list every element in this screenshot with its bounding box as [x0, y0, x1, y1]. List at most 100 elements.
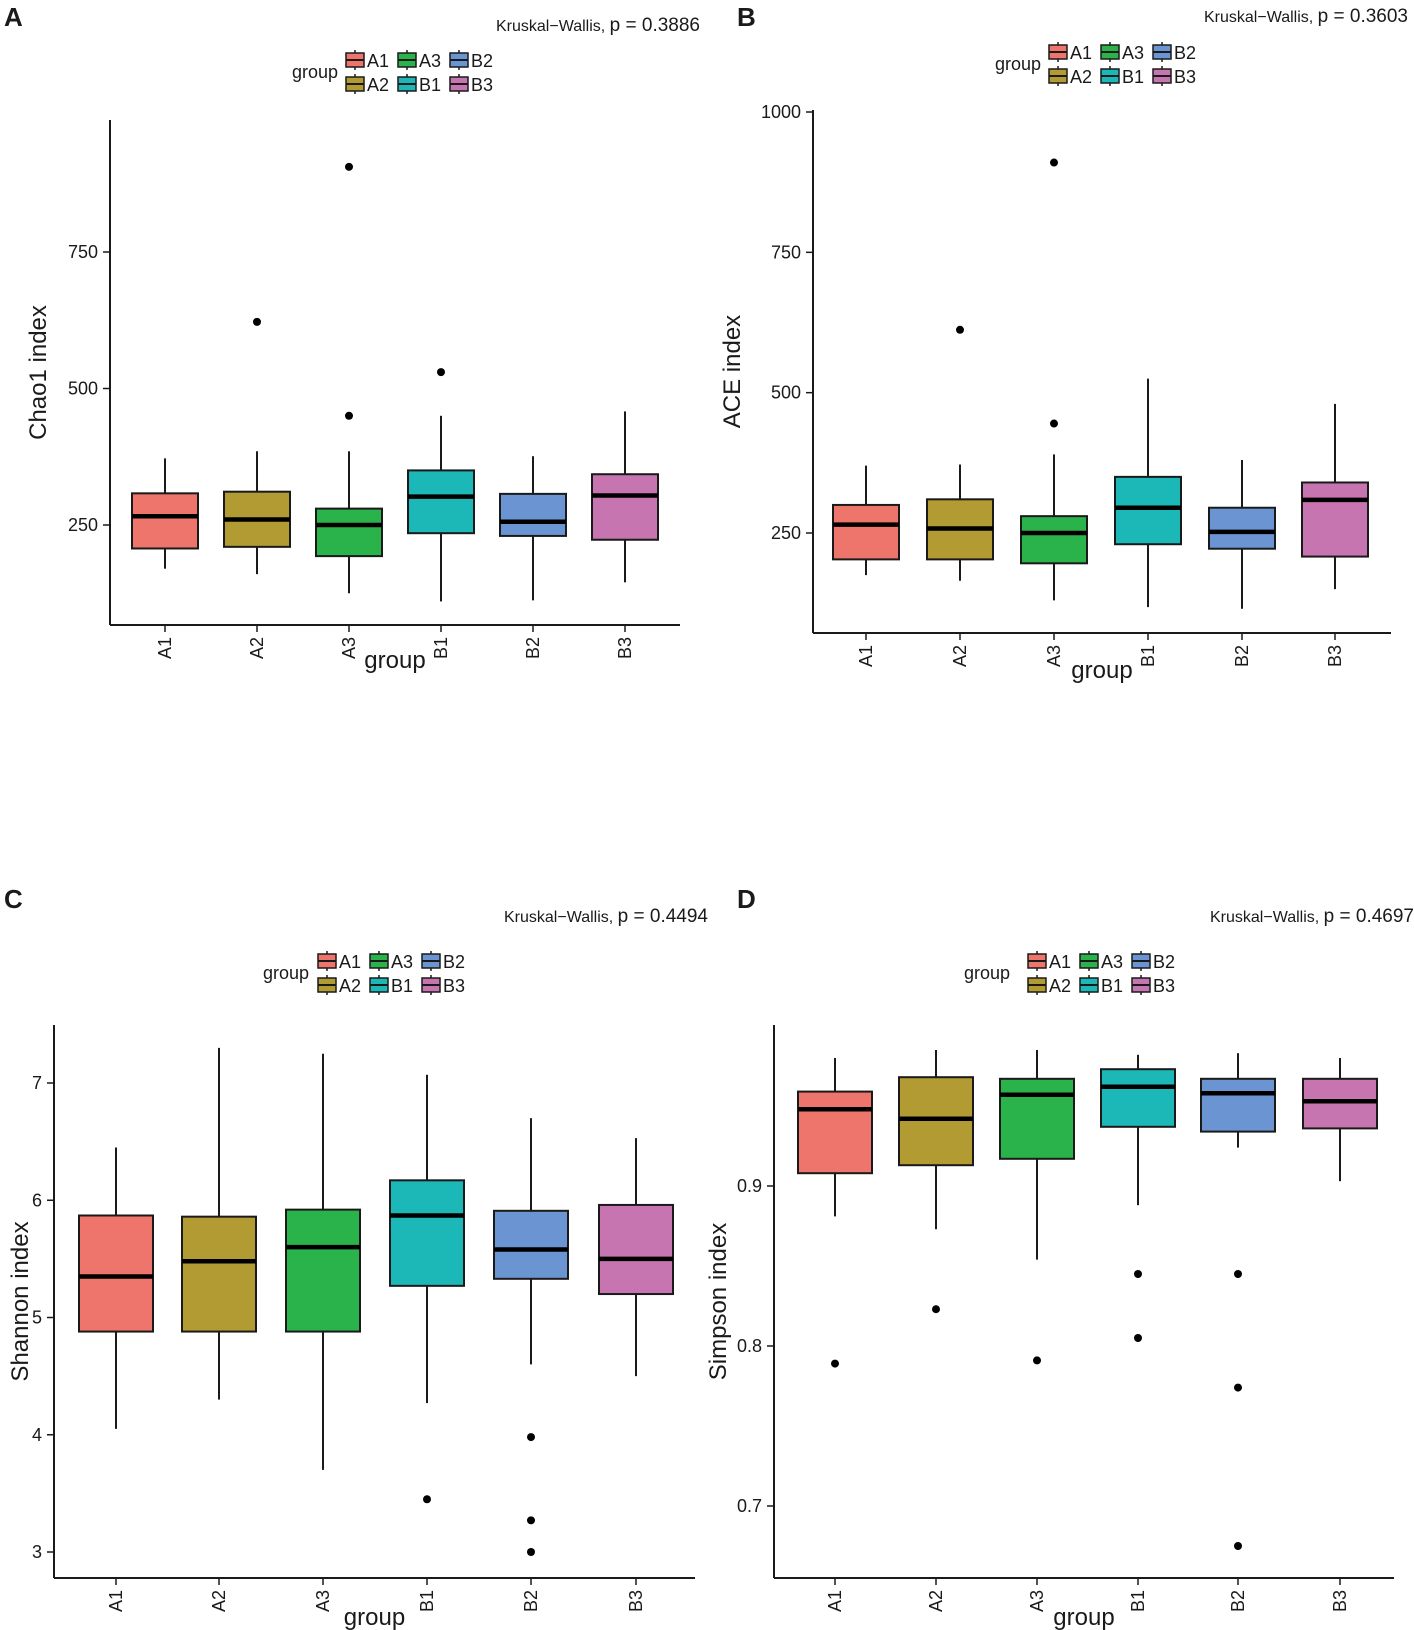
legend-label-a1: A1	[1070, 43, 1092, 63]
legend-label-a2: A2	[367, 75, 389, 95]
box-b1	[1100, 1068, 1176, 1128]
x-tick-label-b3: B3	[626, 1590, 646, 1612]
panel-d-x-axis-title: group	[1053, 1604, 1114, 1630]
legend-label-b3: B3	[1174, 67, 1196, 87]
x-tick-label-a2: A2	[247, 637, 267, 659]
box-a1	[78, 1214, 154, 1333]
legend-label-b2: B2	[1153, 952, 1175, 972]
p-value: p = 0.4494	[618, 906, 709, 927]
outlier-point-a3	[1050, 158, 1058, 167]
stat-test-label: Kruskal−Wallis,	[496, 18, 610, 35]
y-tick-label: 750	[68, 242, 98, 262]
x-tick-label-a1: A1	[825, 1590, 845, 1612]
y-tick-label: 4	[32, 1425, 42, 1445]
y-tick-label: 5	[32, 1308, 42, 1328]
outlier-point-a3	[345, 411, 353, 420]
legend-label-b2: B2	[471, 51, 493, 71]
legend-label-b1: B1	[1101, 976, 1123, 996]
outlier-point-b2	[1234, 1542, 1242, 1550]
y-tick-label: 500	[68, 379, 98, 399]
y-tick-label: 250	[771, 523, 801, 543]
x-tick-label-b2: B2	[1228, 1590, 1248, 1612]
x-tick-label-b1: B1	[1128, 1590, 1148, 1612]
outlier-point-b1	[423, 1495, 431, 1504]
p-value: p = 0.3886	[610, 15, 700, 36]
box-b2	[493, 1209, 569, 1280]
panel-b-stat-annotation: Kruskal−Wallis, p = 0.3603	[1204, 6, 1408, 27]
x-tick-label-a1: A1	[856, 645, 876, 667]
y-tick-label: 0.7	[737, 1496, 762, 1516]
legend-label-a3: A3	[391, 952, 413, 972]
stat-test-label: Kruskal−Wallis,	[504, 909, 618, 926]
box-b3	[591, 473, 659, 541]
box-a3	[1020, 515, 1088, 565]
box-a3	[285, 1208, 361, 1333]
legend-label-b1: B1	[419, 75, 441, 95]
x-tick-label-b2: B2	[1232, 645, 1252, 667]
y-tick-label: 6	[32, 1190, 42, 1210]
outlier-point-a1	[831, 1359, 839, 1368]
legend-label-b2: B2	[443, 952, 465, 972]
box-b3	[1302, 1077, 1378, 1130]
panel-a-letter: A	[4, 2, 23, 32]
p-value: p = 0.3603	[1318, 6, 1408, 27]
outlier-point-a3	[345, 162, 353, 171]
outlier-point-a2	[932, 1305, 940, 1314]
x-tick-label-a3: A3	[339, 637, 359, 659]
legend-label-a1: A1	[367, 51, 389, 71]
box-a2	[181, 1215, 257, 1333]
x-tick-label-b2: B2	[521, 1590, 541, 1612]
y-tick-label: 0.8	[737, 1336, 762, 1356]
x-tick-label-b3: B3	[615, 637, 635, 659]
panel-c-legend-title: group	[263, 963, 309, 983]
x-tick-label-b1: B1	[431, 637, 451, 659]
outlier-point-a2	[956, 325, 964, 334]
panel-d-letter: D	[737, 884, 756, 914]
x-tick-label-b1: B1	[1138, 645, 1158, 667]
x-tick-label-a3: A3	[1044, 645, 1064, 667]
panel-a-x-axis-title: group	[364, 647, 425, 674]
panel-a-legend-title: group	[292, 62, 338, 82]
panel-a-stat-annotation: Kruskal−Wallis, p = 0.3886	[496, 15, 700, 36]
outlier-point-b1	[437, 368, 445, 377]
legend-label-a2: A2	[1070, 67, 1092, 87]
outlier-point-b2	[1234, 1270, 1242, 1278]
panel-d-stat-annotation: Kruskal−Wallis, p = 0.4697	[1210, 906, 1414, 927]
box-a1	[832, 503, 900, 561]
x-tick-label-a1: A1	[106, 1590, 126, 1612]
legend-label-a2: A2	[1049, 976, 1071, 996]
box-b1	[389, 1179, 465, 1287]
box-b1	[407, 469, 475, 535]
box-a1	[797, 1090, 873, 1175]
x-tick-label-a2: A2	[209, 1590, 229, 1612]
y-tick-label: 500	[771, 383, 801, 403]
legend-label-b1: B1	[1122, 67, 1144, 87]
x-tick-label-b2: B2	[523, 637, 543, 659]
stat-test-label: Kruskal−Wallis,	[1204, 9, 1318, 26]
x-tick-label-a3: A3	[1027, 1590, 1047, 1612]
panel-b-legend-title: group	[995, 54, 1041, 74]
outlier-point-b2	[1234, 1383, 1242, 1392]
legend-label-a3: A3	[1122, 43, 1144, 63]
outlier-point-b2	[527, 1548, 535, 1556]
panel-b-x-axis-title: group	[1071, 657, 1132, 684]
y-tick-label: 1000	[761, 102, 801, 122]
legend-label-a1: A1	[1049, 952, 1071, 972]
x-tick-label-a2: A2	[926, 1590, 946, 1612]
legend-label-b2: B2	[1174, 43, 1196, 63]
outlier-point-b2	[527, 1516, 535, 1525]
panel-d-legend-title: group	[964, 963, 1010, 983]
legend-label-b3: B3	[443, 976, 465, 996]
legend-label-b3: B3	[471, 75, 493, 95]
box-a2	[898, 1076, 974, 1167]
box-b3	[1301, 481, 1369, 558]
panel-c-letter: C	[4, 884, 23, 914]
x-tick-label-a3: A3	[313, 1590, 333, 1612]
x-tick-label-a1: A1	[155, 637, 175, 659]
legend-label-a2: A2	[339, 976, 361, 996]
legend-label-a1: A1	[339, 952, 361, 972]
box-b2	[1200, 1077, 1276, 1133]
box-a3	[999, 1077, 1075, 1160]
legend-label-b3: B3	[1153, 976, 1175, 996]
